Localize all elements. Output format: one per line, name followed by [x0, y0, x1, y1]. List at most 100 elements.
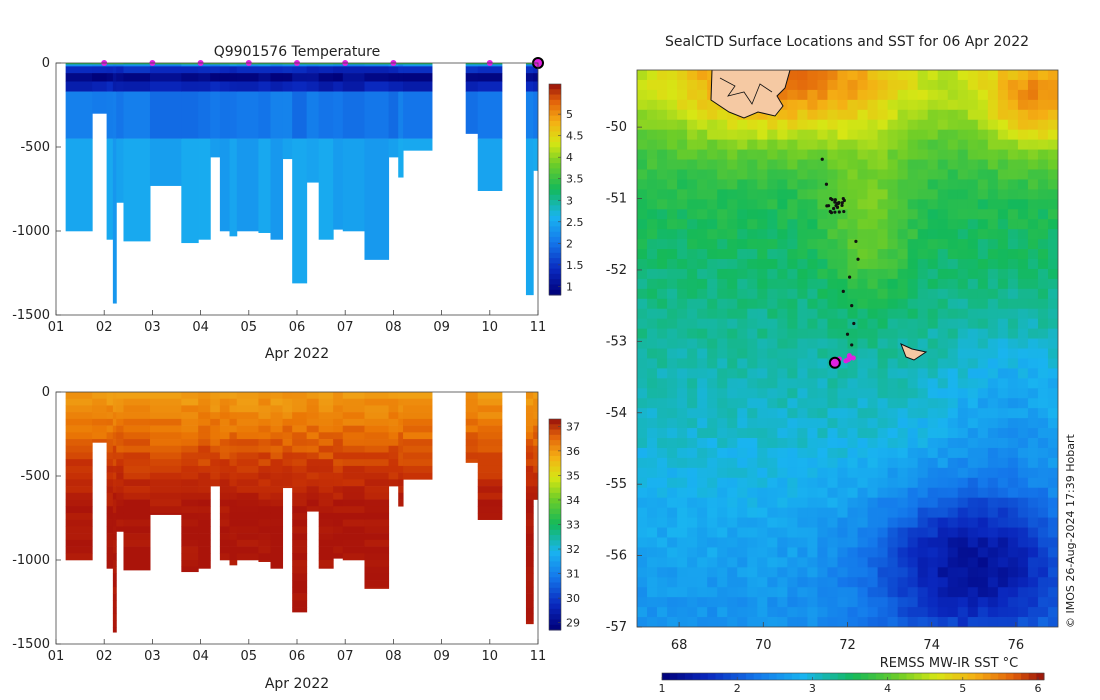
sst-cell: [927, 89, 939, 101]
sst-cell: [857, 617, 868, 627]
sst-cell: [817, 438, 828, 449]
sst-cell: [907, 447, 919, 459]
salinity-cell: [229, 539, 238, 547]
sst-colorbar-segment: [998, 673, 1007, 680]
sst-cell: [1007, 308, 1019, 320]
salinity-cell: [106, 405, 114, 413]
sst-cell: [637, 577, 648, 588]
sst-colorbar-segment: [814, 673, 823, 680]
sst-cell: [997, 517, 1009, 528]
sst-cell: [1007, 219, 1019, 230]
sst-cell: [697, 457, 708, 469]
temperature-cell: [116, 63, 124, 65]
sst-cell: [897, 348, 909, 359]
sst-cell: [727, 258, 738, 270]
sst-cell: [987, 129, 999, 141]
salinity-cell: [65, 553, 93, 561]
salinity-cell: [258, 412, 271, 420]
salinity-cell: [342, 398, 365, 406]
sst-cell: [717, 229, 728, 240]
sst-cell: [667, 348, 678, 359]
sst-cell: [737, 239, 748, 250]
sst-cell: [867, 368, 878, 379]
sst-cell: [1027, 457, 1039, 469]
sst-cell: [927, 109, 939, 121]
sst-cell: [747, 418, 758, 429]
sst-cell: [817, 169, 828, 180]
sst-cell: [897, 89, 909, 101]
sst-cell: [1017, 129, 1029, 141]
temperature-cell: [181, 63, 199, 65]
sst-cell: [977, 199, 989, 210]
sst-cell: [837, 537, 848, 548]
temp-colorbar-segment: [549, 157, 561, 164]
sst-cell: [847, 567, 858, 578]
sst-cell: [797, 219, 808, 230]
temperature-cell: [112, 73, 117, 82]
temperature-cell: [149, 66, 182, 74]
sal-colorbar-tick-label: 33: [566, 519, 580, 532]
sst-cell: [637, 607, 648, 618]
sst-cell: [827, 99, 838, 111]
sst-cell: [647, 308, 658, 320]
sst-cell: [907, 418, 919, 429]
sst-cell: [927, 179, 939, 190]
sst-cell: [757, 597, 768, 608]
sst-cell: [947, 368, 959, 379]
sst-cell: [787, 398, 798, 409]
sst-cell: [867, 477, 878, 489]
sal-colorbar-segment: [549, 450, 561, 457]
sst-cell: [847, 328, 858, 339]
sst-cell: [677, 467, 688, 479]
sst-cell: [777, 278, 788, 290]
sst-cell: [1047, 607, 1058, 618]
sst-cell: [987, 139, 999, 150]
sst-cell: [987, 477, 999, 489]
sst-cell: [887, 199, 899, 210]
sst-cell: [647, 109, 658, 121]
salinity-cell: [236, 459, 259, 467]
sst-cell: [1007, 567, 1019, 578]
sst-cell: [947, 179, 959, 190]
sst-cell: [1037, 179, 1049, 190]
sst-cell: [977, 447, 989, 459]
sst-cell: [827, 258, 838, 270]
sst-cell: [747, 557, 758, 568]
sst-colorbar-segment: [707, 673, 716, 680]
sst-cell: [747, 398, 758, 409]
temperature-section-plot: Q9901576 Temperature 01 02 03 04 05 06 07 08 09 1…: [12, 44, 583, 362]
sst-cell: [917, 308, 929, 320]
sst-cell: [747, 467, 758, 479]
salinity-cell: [270, 412, 284, 420]
sst-cell: [997, 149, 1009, 160]
sal-colorbar-segment: [549, 550, 561, 557]
sst-cell: [1007, 328, 1019, 339]
sal-colorbar-segment: [549, 461, 561, 467]
sst-cell: [997, 219, 1009, 230]
sst-cell: [927, 378, 939, 389]
salinity-cell: [282, 398, 293, 406]
sst-cell: [657, 268, 668, 280]
sst-cell: [877, 617, 888, 627]
temperature-cell: [465, 66, 479, 74]
sst-cell: [967, 388, 979, 399]
sst-cell: [1037, 288, 1049, 300]
sst-cell: [687, 219, 698, 230]
sst-cell: [687, 278, 698, 290]
sst-cell: [957, 249, 969, 260]
salinity-cell: [219, 533, 231, 541]
sst-cell: [997, 587, 1009, 598]
sst-cell: [757, 587, 768, 598]
sst-cell: [827, 547, 838, 558]
sst-cell: [967, 408, 979, 419]
salinity-cell: [292, 439, 308, 447]
sst-cell: [687, 179, 698, 190]
sst-cell: [947, 199, 959, 210]
sst-cell: [657, 418, 668, 429]
sst-cell: [927, 438, 939, 449]
sst-cell: [757, 149, 768, 160]
sst-cell: [1017, 179, 1029, 190]
sst-cell: [787, 328, 798, 339]
sst-cell: [837, 547, 848, 558]
salinity-cell: [270, 392, 284, 400]
